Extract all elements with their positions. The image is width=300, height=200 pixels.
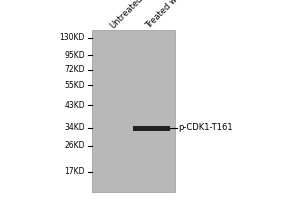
Text: p-CDK1-T161: p-CDK1-T161 xyxy=(178,123,232,132)
Text: 17KD: 17KD xyxy=(64,168,85,176)
Text: 34KD: 34KD xyxy=(64,123,85,132)
Text: 43KD: 43KD xyxy=(64,100,85,110)
Text: 72KD: 72KD xyxy=(64,66,85,74)
Bar xyxy=(92,30,175,192)
Text: 130KD: 130KD xyxy=(60,33,85,43)
Bar xyxy=(133,126,170,130)
Text: 95KD: 95KD xyxy=(64,50,85,60)
Text: 55KD: 55KD xyxy=(64,80,85,90)
Text: Treated with UV: Treated with UV xyxy=(144,0,197,30)
Text: 26KD: 26KD xyxy=(64,142,85,150)
Text: Untreated: Untreated xyxy=(109,0,145,30)
